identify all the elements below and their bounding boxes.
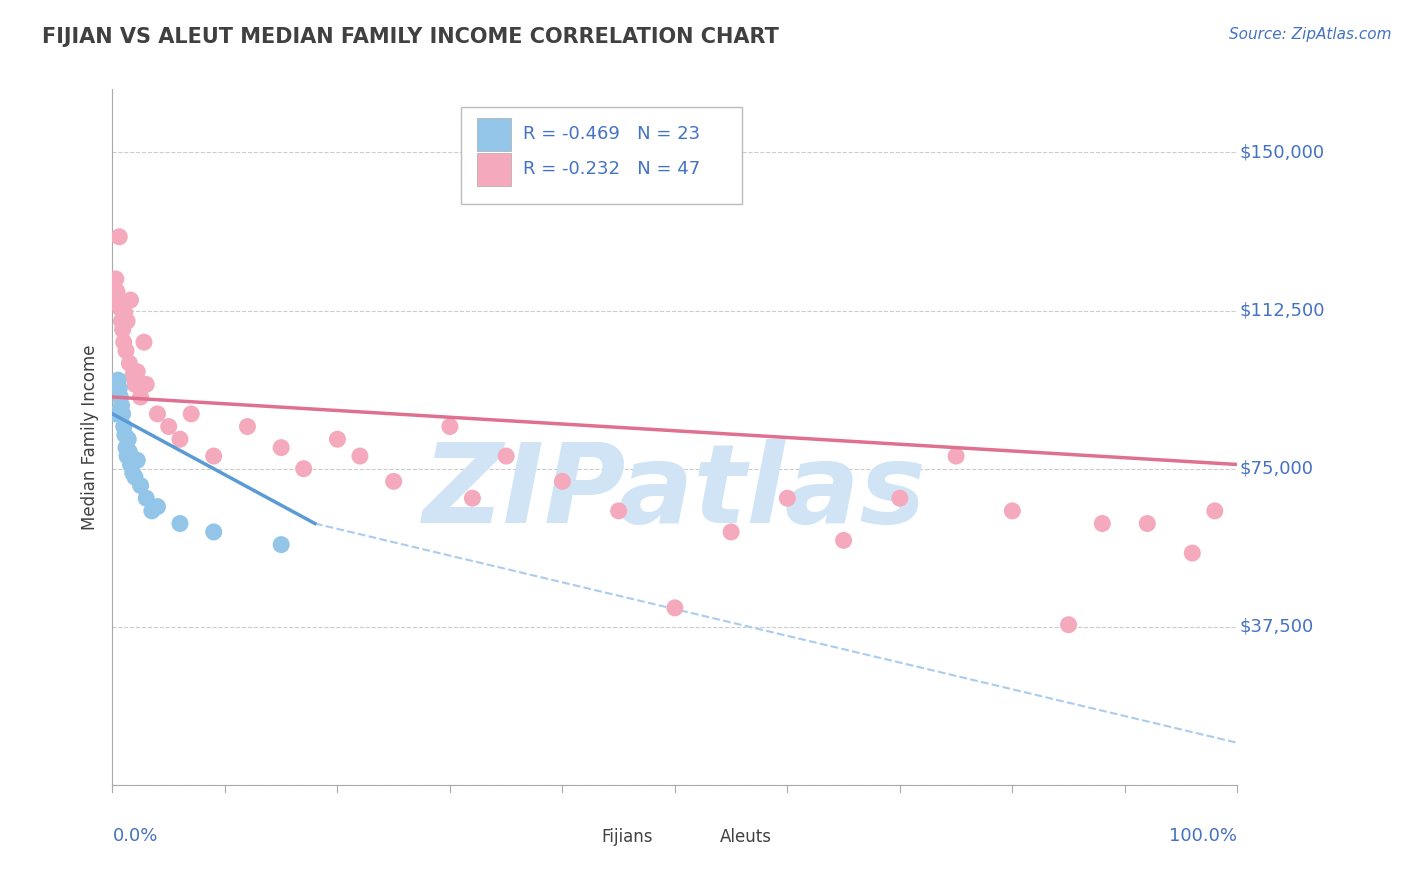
Point — [551, 475, 574, 489]
Point — [115, 449, 138, 463]
Point — [107, 373, 129, 387]
Point — [115, 314, 138, 328]
FancyBboxPatch shape — [690, 826, 716, 848]
Point — [110, 399, 132, 413]
Point — [607, 504, 630, 518]
Point — [110, 314, 132, 328]
Point — [1057, 617, 1080, 632]
Point — [105, 285, 128, 299]
FancyBboxPatch shape — [477, 118, 510, 151]
Point — [326, 432, 349, 446]
Point — [776, 491, 799, 506]
Point — [382, 475, 405, 489]
Point — [120, 293, 142, 307]
Text: 100.0%: 100.0% — [1170, 827, 1237, 845]
FancyBboxPatch shape — [572, 826, 598, 848]
Text: Source: ZipAtlas.com: Source: ZipAtlas.com — [1229, 27, 1392, 42]
Point — [127, 453, 149, 467]
Text: $75,000: $75,000 — [1240, 459, 1313, 478]
Point — [108, 382, 131, 396]
Point — [1204, 504, 1226, 518]
Point — [114, 428, 136, 442]
Point — [124, 470, 146, 484]
Point — [120, 458, 142, 472]
Point — [108, 229, 131, 244]
Point — [1001, 504, 1024, 518]
Point — [110, 301, 132, 316]
Point — [124, 377, 146, 392]
Point — [270, 538, 292, 552]
Text: R = -0.469   N = 23: R = -0.469 N = 23 — [523, 126, 700, 144]
Point — [118, 445, 141, 459]
FancyBboxPatch shape — [477, 153, 510, 186]
Point — [202, 524, 225, 539]
Text: Aleuts: Aleuts — [720, 828, 772, 847]
Point — [169, 432, 191, 446]
Point — [110, 390, 132, 404]
Point — [111, 407, 134, 421]
Point — [832, 533, 855, 548]
Point — [202, 449, 225, 463]
Point — [121, 466, 143, 480]
Y-axis label: Median Family Income: Median Family Income — [80, 344, 98, 530]
Point — [180, 407, 202, 421]
Point — [127, 365, 149, 379]
Point — [104, 272, 127, 286]
Point — [292, 461, 315, 475]
Point — [132, 335, 155, 350]
Text: 0.0%: 0.0% — [112, 827, 157, 845]
Point — [461, 491, 484, 506]
Point — [117, 432, 139, 446]
Text: $37,500: $37,500 — [1240, 618, 1313, 636]
Text: R = -0.232   N = 47: R = -0.232 N = 47 — [523, 161, 700, 178]
Point — [135, 491, 157, 506]
Point — [118, 356, 141, 370]
Text: $150,000: $150,000 — [1240, 144, 1324, 161]
Point — [495, 449, 517, 463]
Point — [720, 524, 742, 539]
Point — [115, 441, 138, 455]
Point — [1136, 516, 1159, 531]
Point — [129, 478, 152, 492]
Point — [112, 335, 135, 350]
Text: ZIPatlas: ZIPatlas — [423, 439, 927, 546]
Point — [129, 390, 152, 404]
Point — [146, 407, 169, 421]
Point — [1091, 516, 1114, 531]
Text: Fijians: Fijians — [602, 828, 654, 847]
Point — [889, 491, 911, 506]
Point — [114, 306, 136, 320]
Point — [664, 600, 686, 615]
Point — [945, 449, 967, 463]
Point — [157, 419, 180, 434]
Point — [115, 343, 138, 358]
Point — [107, 293, 129, 307]
Point — [135, 377, 157, 392]
Point — [270, 441, 292, 455]
Point — [146, 500, 169, 514]
Point — [169, 516, 191, 531]
Point — [141, 504, 163, 518]
FancyBboxPatch shape — [461, 106, 742, 204]
Point — [349, 449, 371, 463]
Point — [439, 419, 461, 434]
Point — [1181, 546, 1204, 560]
Point — [121, 368, 143, 383]
Point — [104, 407, 127, 421]
Point — [112, 419, 135, 434]
Text: $112,500: $112,500 — [1240, 301, 1324, 319]
Text: FIJIAN VS ALEUT MEDIAN FAMILY INCOME CORRELATION CHART: FIJIAN VS ALEUT MEDIAN FAMILY INCOME COR… — [42, 27, 779, 46]
Point — [111, 322, 134, 336]
Point — [236, 419, 259, 434]
